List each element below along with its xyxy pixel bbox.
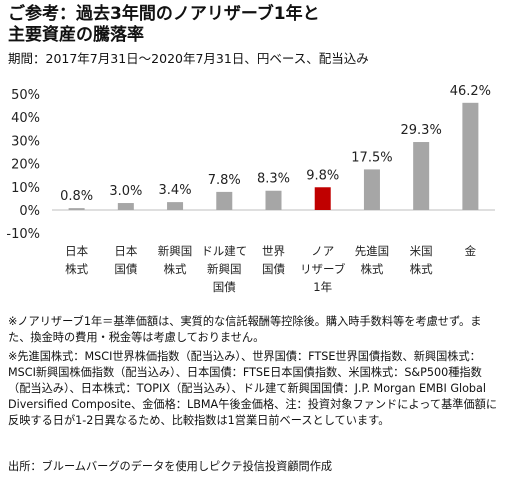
category-label: 日本 bbox=[65, 244, 88, 258]
bar bbox=[216, 191, 233, 210]
note-noah-reserve: ※ノアリザーブ1年＝基準価額は、実質的な信託報酬等控除後。購入時手数料等を考慮せ… bbox=[8, 315, 482, 344]
category-label: 国債 bbox=[262, 262, 285, 276]
category-label: リザーブ bbox=[300, 262, 346, 276]
category-label: 先進国 bbox=[355, 244, 390, 258]
category-label: 新興国 bbox=[207, 262, 242, 276]
category-label: 株式 bbox=[360, 262, 383, 276]
data-label: 0.8% bbox=[60, 189, 93, 204]
data-label: 7.8% bbox=[208, 173, 241, 188]
data-label: 46.2% bbox=[450, 84, 491, 99]
y-tick-label: -10% bbox=[6, 227, 40, 242]
bar bbox=[265, 190, 282, 210]
category-label: ノア bbox=[311, 244, 334, 258]
data-label: 3.4% bbox=[159, 183, 192, 198]
category-label: ドル建て bbox=[201, 244, 247, 258]
bar bbox=[167, 202, 184, 210]
period-subtitle: 期間：2017年7月31日～2020年7月31日、円ベース、配当込み bbox=[8, 51, 369, 66]
y-tick-label: 30% bbox=[11, 134, 40, 149]
data-label: 3.0% bbox=[109, 184, 142, 199]
category-label: 金 bbox=[465, 244, 477, 258]
note-indices: ※先進国株式：MSCI世界株価指数（配当込み）、世界国債：FTSE世界国債指数、… bbox=[8, 350, 498, 427]
y-tick-label: 10% bbox=[11, 181, 40, 196]
bar bbox=[117, 203, 134, 210]
y-tick-label: 40% bbox=[11, 111, 40, 126]
data-label: 8.3% bbox=[257, 172, 290, 187]
category-label: 株式 bbox=[65, 262, 88, 276]
chart-title-line2: 主要資産の騰落率 bbox=[8, 25, 144, 45]
bar bbox=[462, 102, 479, 210]
category-label: 世界 bbox=[262, 244, 285, 258]
category-label: 日本 bbox=[114, 244, 137, 258]
bar bbox=[413, 142, 430, 210]
category-label: 株式 bbox=[410, 262, 433, 276]
category-label: 国債 bbox=[114, 262, 137, 276]
category-label: 米国 bbox=[410, 244, 433, 258]
y-tick-label: 20% bbox=[11, 158, 40, 173]
data-label: 17.5% bbox=[351, 150, 392, 165]
data-label: 29.3% bbox=[401, 123, 442, 138]
y-tick-label: 0% bbox=[19, 204, 40, 219]
category-label: 国債 bbox=[213, 280, 236, 294]
chart-title-line1: ご参考：過去3年間のノアリザーブ1年と bbox=[8, 4, 320, 24]
data-label: 9.8% bbox=[306, 168, 339, 183]
bar bbox=[314, 187, 331, 210]
category-label: 新興国 bbox=[158, 244, 193, 258]
bar bbox=[68, 208, 85, 210]
note-source: 出所：ブルームバーグのデータを使用しピクテ投信投資顧問作成 bbox=[8, 460, 333, 473]
bar bbox=[363, 169, 380, 210]
bar-chart: 50% 40% 30% 20% 10% 0% -10% 0.8% 日本株式 3.0% 日本国債 3.4… bbox=[6, 84, 495, 294]
category-label: 1年 bbox=[313, 280, 332, 294]
y-tick-label: 50% bbox=[11, 88, 40, 103]
category-label: 株式 bbox=[164, 262, 187, 276]
